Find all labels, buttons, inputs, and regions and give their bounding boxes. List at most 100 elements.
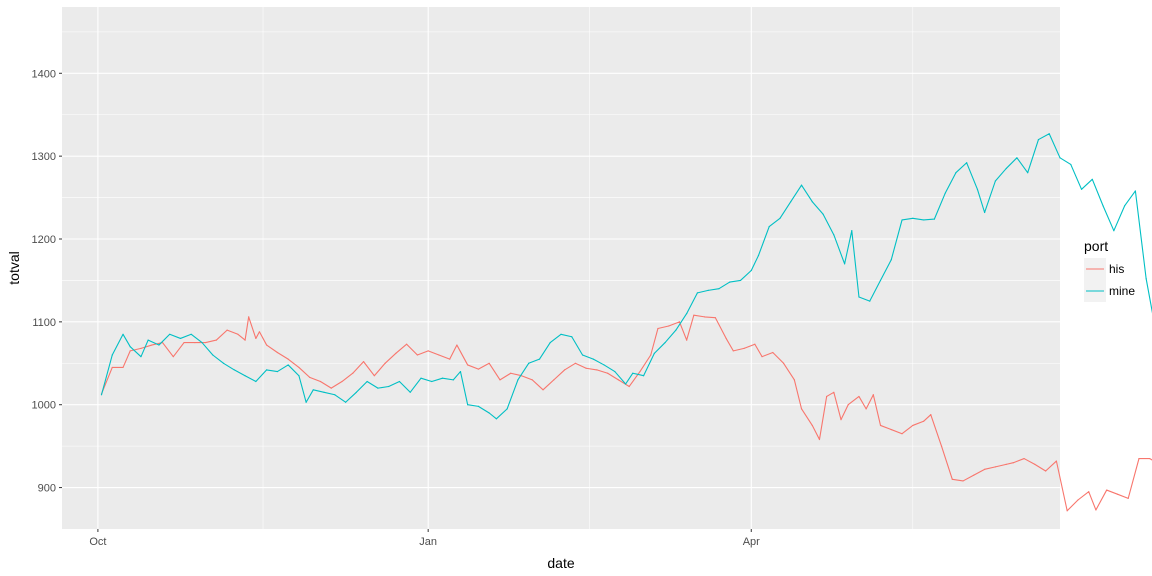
data-point-his-50: [607, 372, 609, 374]
data-point-mine-27: [377, 387, 379, 389]
data-point-mine-97: [1102, 205, 1104, 207]
data-point-mine-80: [922, 219, 925, 221]
data-point-his-45: [553, 379, 555, 381]
data-point-his-105: [1138, 457, 1140, 460]
y-axis-title: totval: [6, 251, 22, 284]
data-point-mine-13: [233, 369, 235, 371]
data-point-mine-86: [984, 211, 986, 214]
data-point-mine-20: [305, 401, 307, 403]
data-point-mine-83: [955, 172, 957, 174]
data-point-his-31: [406, 343, 408, 345]
data-point-mine-99: [1124, 205, 1126, 207]
data-point-mine-22: [323, 391, 325, 393]
data-point-his-26: [352, 372, 354, 374]
data-point-his-82: [901, 433, 903, 435]
data-point-mine-30: [409, 391, 411, 393]
data-point-mine-25: [355, 391, 357, 393]
data-point-his-37: [467, 364, 469, 366]
data-point-mine-2: [122, 333, 124, 335]
data-point-his-8: [183, 341, 185, 344]
legend-label-mine: mine: [1109, 284, 1135, 298]
data-point-mine-84: [966, 162, 968, 164]
data-point-mine-8: [179, 337, 182, 340]
data-point-mine-91: [1037, 138, 1040, 141]
data-point-his-48: [585, 367, 587, 369]
data-point-his-25: [341, 380, 343, 383]
data-point-his-63: [732, 350, 734, 352]
data-point-mine-17: [276, 370, 278, 373]
data-point-his-49: [596, 369, 598, 371]
data-point-mine-67: [790, 201, 792, 203]
y-tick-label-1000: 1000: [32, 400, 56, 412]
data-point-mine-31: [420, 377, 422, 379]
data-point-his-86: [940, 445, 943, 447]
data-point-mine-4: [140, 356, 142, 358]
series-line-his: [100, 314, 1152, 512]
data-point-mine-63: [750, 269, 752, 272]
data-point-mine-74: [858, 296, 860, 298]
data-point-mine-75: [869, 300, 871, 302]
data-point-mine-49: [603, 364, 605, 366]
data-point-mine-93: [1059, 157, 1061, 159]
data-point-mine-95: [1080, 188, 1083, 190]
data-point-his-101: [1095, 509, 1097, 511]
data-point-mine-85: [976, 188, 979, 190]
data-point-his-94: [1023, 457, 1025, 460]
legend-title: port: [1084, 238, 1108, 254]
data-point-his-77: [858, 395, 860, 398]
data-point-his-71: [811, 424, 813, 427]
data-point-mine-68: [800, 184, 803, 186]
data-point-mine-41: [517, 379, 519, 381]
y-tick-label-1100: 1100: [32, 317, 56, 329]
data-point-his-22: [309, 376, 311, 378]
data-point-his-43: [531, 379, 533, 381]
data-point-mine-11: [212, 354, 214, 356]
data-point-mine-37: [477, 405, 480, 407]
data-point-his-29: [384, 362, 386, 364]
data-point-mine-16: [266, 369, 268, 371]
data-point-mine-19: [298, 375, 300, 377]
data-point-his-80: [879, 424, 882, 427]
data-point-his-61: [714, 317, 716, 319]
data-point-his-21: [298, 366, 300, 369]
data-point-his-1: [111, 366, 113, 369]
data-point-his-17: [258, 331, 261, 333]
data-point-mine-89: [1016, 157, 1018, 159]
data-point-his-68: [782, 362, 785, 364]
data-point-his-39: [488, 362, 490, 364]
data-point-his-44: [542, 389, 544, 391]
data-point-his-88: [962, 480, 964, 482]
x-axis-title: date: [547, 555, 574, 571]
data-point-his-58: [686, 339, 688, 341]
data-point-his-84: [922, 420, 925, 422]
data-point-his-59: [693, 314, 695, 316]
data-point-his-40: [499, 379, 501, 381]
data-point-his-12: [226, 329, 228, 331]
data-point-mine-39: [495, 418, 497, 420]
data-point-his-9: [194, 341, 196, 344]
data-point-mine-65: [768, 225, 770, 228]
data-point-mine-79: [912, 217, 914, 219]
data-point-mine-60: [718, 288, 720, 290]
data-point-his-53: [639, 370, 641, 373]
data-point-his-102: [1106, 489, 1108, 491]
data-point-mine-92: [1048, 133, 1050, 135]
data-point-mine-52: [632, 372, 634, 374]
data-point-mine-59: [707, 289, 709, 291]
data-point-his-72: [818, 438, 821, 441]
data-point-mine-46: [571, 336, 573, 338]
data-point-mine-7: [169, 333, 171, 335]
data-point-mine-15: [255, 380, 257, 383]
data-point-his-36: [456, 344, 458, 346]
data-point-mine-71: [833, 234, 835, 236]
data-point-mine-40: [506, 408, 508, 410]
data-point-mine-34: [452, 379, 454, 381]
data-point-his-87: [951, 478, 953, 480]
data-point-mine-90: [1027, 172, 1029, 174]
data-point-his-98: [1066, 510, 1068, 512]
series-layer: [100, 133, 1152, 512]
y-tick-label-1400: 1400: [32, 68, 56, 80]
data-point-his-76: [847, 404, 849, 406]
x-tick-label-1: Jan: [419, 536, 437, 548]
